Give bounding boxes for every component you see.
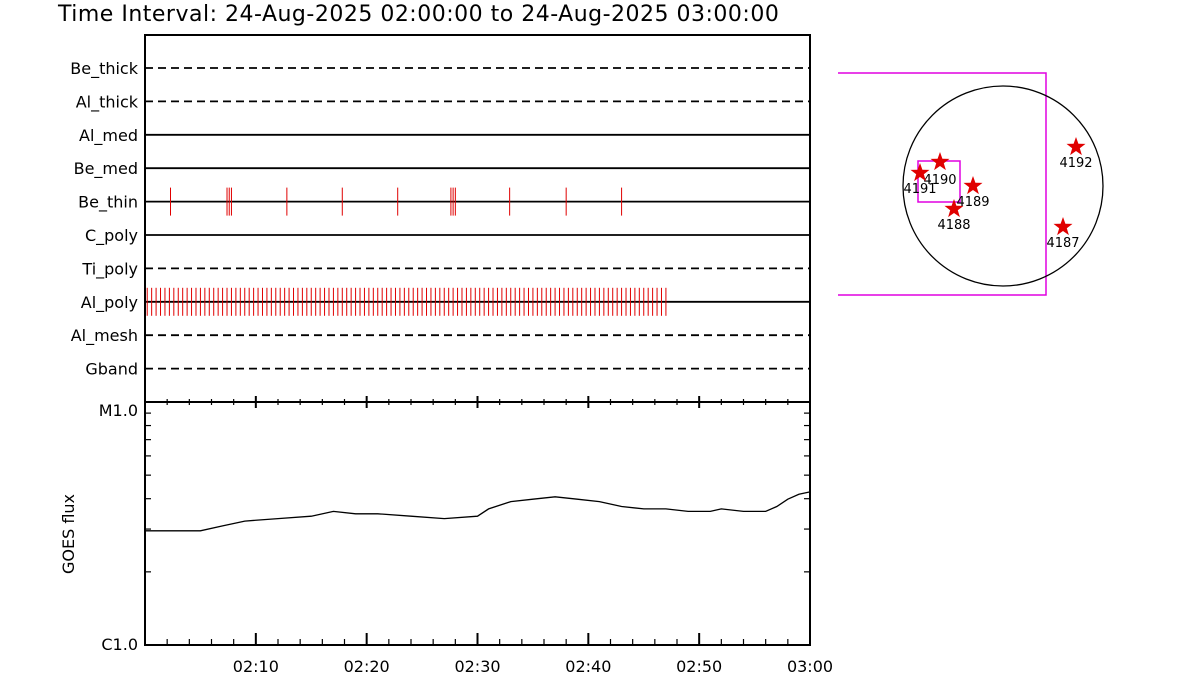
row-label-al-med: Al_med [79, 126, 138, 146]
active-region-label: 4188 [937, 218, 970, 233]
goes-x-ticks [144, 396, 811, 645]
row-label-al-poly: Al_poly [81, 293, 138, 313]
row-label-be-thin: Be_thin [78, 193, 138, 213]
goes-y-ticks [145, 401, 810, 646]
timeline-frame [144, 34, 811, 403]
goes-frame [144, 401, 811, 646]
field-of-view-bracket [838, 72, 1047, 296]
active-region-star [1066, 137, 1086, 156]
x-tick-label: 02:10 [233, 657, 279, 676]
active-region-label: 4190 [923, 173, 956, 188]
row-label-gband: Gband [85, 360, 138, 379]
active-region-star [1053, 217, 1073, 236]
row-label-al-mesh: Al_mesh [71, 326, 138, 346]
chart-title: Time Interval: 24-Aug-2025 02:00:00 to 2… [58, 2, 780, 27]
x-tick-label: 02:30 [454, 657, 500, 676]
timeline-events [146, 187, 667, 316]
solar-disk [902, 85, 1104, 287]
active-region-label: 4191 [903, 182, 936, 197]
timeline-labels: Be_thick Al_thick Al_med Be_med Be_thin C_pol… [70, 59, 138, 379]
timeline-panel: Be_thick Al_thick Al_med Be_med Be_thin C_pol… [70, 34, 811, 403]
row-label-be-med: Be_med [74, 159, 138, 179]
row-label-ti-poly: Ti_poly [81, 259, 138, 279]
row-label-be-thick: Be_thick [70, 59, 138, 79]
x-tick-labels: 02:10 02:20 02:30 02:40 02:50 03:00 [233, 657, 833, 676]
row-label-c-poly: C_poly [85, 226, 138, 246]
active-region-star [910, 163, 930, 182]
active-region-star [944, 199, 964, 218]
goes-flux-line [145, 491, 811, 532]
goes-panel: M1.0 C1.0 GOES flux 02:10 02:20 02:30 02:40… [59, 396, 833, 676]
row-label-al-thick: Al_thick [76, 92, 139, 112]
y-axis-label: GOES flux [59, 494, 78, 574]
active-region-label: 4189 [956, 195, 989, 210]
x-tick-label: 02:20 [344, 657, 390, 676]
active-region-label: 4192 [1059, 156, 1092, 171]
x-tick-label: 03:00 [787, 657, 833, 676]
timeline-rows [145, 67, 810, 370]
active-region-star [930, 152, 950, 171]
active-region-label: 4187 [1046, 236, 1079, 251]
x-tick-label: 02:50 [676, 657, 722, 676]
active-region-star [963, 176, 983, 195]
y-tick-label-bottom: C1.0 [101, 635, 138, 654]
x-tick-label: 02:40 [565, 657, 611, 676]
y-tick-label-top: M1.0 [99, 401, 138, 420]
